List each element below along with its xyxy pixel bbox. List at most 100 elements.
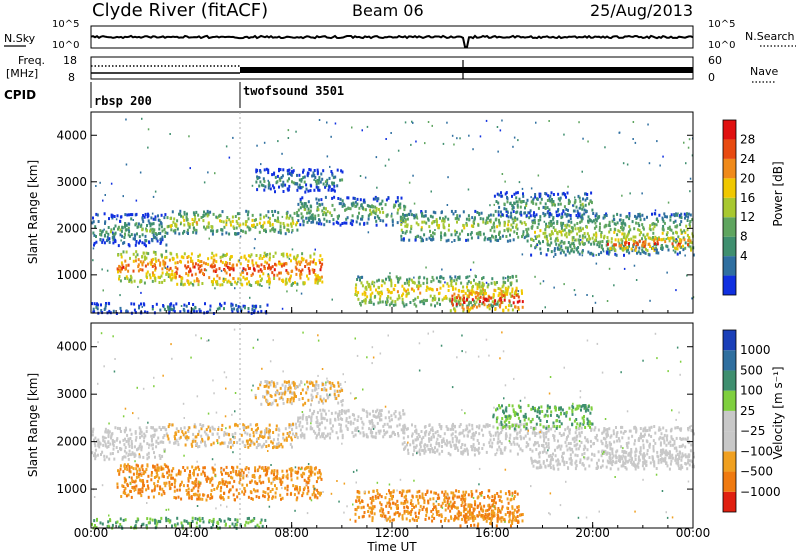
power-echo-cell-11 xyxy=(544,192,547,195)
power-echo-cell-6 xyxy=(466,282,469,286)
power-echo-cell-5 xyxy=(521,235,523,239)
power-echo-cell-8 xyxy=(641,237,643,241)
velocity-echo-cell-1 xyxy=(118,472,121,476)
power-echo-cell-2 xyxy=(313,252,316,256)
power-echo-cell-8 xyxy=(692,253,695,257)
power-echo-cell-8 xyxy=(556,220,559,224)
power-echo-cell-10 xyxy=(341,178,344,182)
power-echo-cell-2 xyxy=(271,271,274,275)
power-echo-cell-4 xyxy=(360,203,363,207)
velocity-echo-cell-4 xyxy=(388,419,391,423)
power-echo-cell-12 xyxy=(125,309,128,313)
power-echo-cell-8 xyxy=(574,238,577,242)
velocity-echo-cell-1 xyxy=(119,464,122,468)
power-echo-cell-5 xyxy=(431,235,434,239)
velocity-echo-cell-5 xyxy=(478,426,481,430)
velocity-echo-cell-4 xyxy=(359,431,362,435)
power-echo-cell-5 xyxy=(431,215,434,219)
power-echo-cell-0 xyxy=(135,212,138,216)
velocity-echo-cell-6 xyxy=(396,511,399,515)
power-echo-cell-5 xyxy=(435,218,438,222)
velocity-echo-cell-5 xyxy=(464,443,467,447)
power-echo-cell-6 xyxy=(364,297,367,301)
velocity-echo-cell-5 xyxy=(488,441,491,445)
power-echo-cell-0 xyxy=(101,229,104,233)
power-echo-cell-8 xyxy=(622,219,625,223)
power-echo-speck xyxy=(536,244,539,246)
velocity-echo-cell-2 xyxy=(220,470,223,474)
power-echo-cell-10 xyxy=(313,169,316,172)
power-echo-cell-5 xyxy=(420,212,423,216)
power-echo-cell-5 xyxy=(477,231,480,235)
power-echo-speck xyxy=(470,268,472,271)
power-echo-speck xyxy=(228,156,231,159)
power-echo-cell-10 xyxy=(274,190,276,194)
power-echo-cell-5 xyxy=(440,211,443,215)
velocity-echo-cell-6 xyxy=(382,512,385,516)
power-echo-cell-2 xyxy=(180,282,183,286)
velocity-echo-cell-6 xyxy=(385,504,388,508)
power-echo-cell-2 xyxy=(218,267,221,271)
power-echo-cell-2 xyxy=(264,267,266,270)
velocity-echo-cell-5 xyxy=(402,429,405,433)
velocity-echo-cell-2 xyxy=(236,465,239,469)
power-echo-cell-8 xyxy=(674,225,677,229)
power-echo-cell-9 xyxy=(671,242,674,246)
velocity-echo-cell-4 xyxy=(375,415,378,419)
power-echo-cell-3 xyxy=(296,214,299,217)
power-echo-cell-7 xyxy=(477,292,480,296)
power-echo-cell-11 xyxy=(519,205,522,209)
power-echo-cell-5 xyxy=(413,216,416,220)
power-echo-cell-2 xyxy=(267,274,270,277)
velocity-echo-cell-0 xyxy=(138,426,141,430)
power-echo-cell-4 xyxy=(310,220,313,224)
power-echo-cell-8 xyxy=(570,249,573,253)
power-echo-cell-4 xyxy=(355,220,358,224)
power-echo-speck xyxy=(376,186,378,189)
power-echo-cell-12 xyxy=(195,310,198,314)
power-echo-cell-3 xyxy=(258,221,261,225)
power-echo-cell-6 xyxy=(359,301,362,305)
power-echo-cell-11 xyxy=(506,200,509,204)
velocity-echo-cell-4 xyxy=(329,418,332,422)
power-echo-cell-8 xyxy=(663,221,666,225)
power-echo-cell-8 xyxy=(564,253,567,257)
power-echo-cell-4 xyxy=(391,218,394,222)
power-echo-cell-10 xyxy=(298,178,301,182)
velocity-echo-cell-4 xyxy=(337,415,339,419)
power-echo-cell-8 xyxy=(620,226,622,230)
power-echo-cell-8 xyxy=(606,247,609,251)
velocity-echo-cell-0 xyxy=(96,453,99,457)
power-echo-cell-8 xyxy=(538,240,540,244)
power-echo-cell-8 xyxy=(595,212,598,216)
power-echo-speck xyxy=(300,292,303,295)
power-echo-cell-2 xyxy=(221,255,224,259)
power-echo-cell-1 xyxy=(150,262,153,266)
power-echo-cell-4 xyxy=(373,211,376,215)
power-echo-cell-8 xyxy=(598,242,601,246)
velocity-echo-cell-0 xyxy=(121,457,124,461)
power-echo-cell-4 xyxy=(378,202,381,206)
power-echo-cell-6 xyxy=(509,292,512,296)
power-echo-cell-6 xyxy=(416,284,419,288)
power-echo-cell-12 xyxy=(204,302,206,306)
power-echo-cell-11 xyxy=(548,197,551,201)
power-echo-cell-6 xyxy=(372,302,375,306)
power-echo-cell-11 xyxy=(590,191,593,195)
power-echo-cell-8 xyxy=(568,224,571,228)
power-echo-cell-2 xyxy=(188,270,190,274)
power-echo-cell-11 xyxy=(513,192,516,196)
power-echo-cell-5 xyxy=(528,211,531,215)
velocity-echo-cell-3 xyxy=(267,444,270,448)
power-echo-cell-5 xyxy=(510,215,512,219)
power-echo-speck xyxy=(287,228,289,231)
velocity-echo-cell-2 xyxy=(271,496,274,500)
velocity-echo-cell-5 xyxy=(427,432,430,436)
velocity-echo-cell-2 xyxy=(179,483,182,486)
velocity-echo-cell-2 xyxy=(198,493,201,497)
velocity-echo-cell-0 xyxy=(116,437,119,441)
power-echo-cell-7 xyxy=(460,289,463,293)
power-echo-cell-0 xyxy=(100,233,103,237)
power-echo-cell-0 xyxy=(164,231,167,235)
power-echo-cell-0 xyxy=(158,227,161,231)
